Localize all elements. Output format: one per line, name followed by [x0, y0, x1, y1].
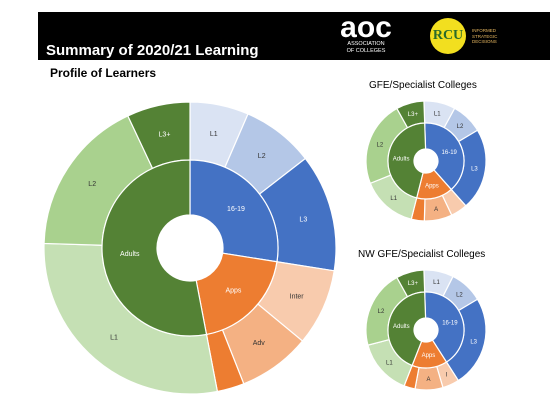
nw-inner-segment-16-19 [424, 291, 465, 363]
profile-outer-label-adv: Adv [253, 340, 266, 347]
gfe-outer-label-l3: L3+ [408, 112, 419, 118]
nw-outer-label-a: A [426, 377, 430, 383]
nw-outer-label-l2: L2 [456, 292, 463, 298]
profile-outer-label-l1: L1 [110, 334, 118, 341]
nw-outer-label-l1: L1 [433, 280, 440, 286]
profile-inner-segment-16-19 [189, 159, 279, 263]
gfe-inner-segment-adults [387, 122, 427, 199]
profile-outer-label-l2: L2 [258, 153, 266, 160]
svg-text:aoc: aoc [340, 14, 392, 40]
header-bar: Summary of 2020/21 Learning aoc ASSOCIAT… [38, 12, 550, 60]
chart-title-nw: NW GFE/Specialist Colleges [358, 249, 486, 260]
nw-inner-segment-adults [387, 291, 427, 367]
chart-title-profile: Profile of Learners [50, 66, 157, 80]
rcu-logo-mark: RCU [430, 18, 466, 54]
gfe-inner-label-apps: Apps [425, 183, 439, 189]
nw-outer-label-l1: L1 [386, 361, 393, 367]
profile-inner-segment-adults [101, 159, 208, 337]
profile-inner-label-apps: Apps [225, 288, 241, 295]
profile-inner-label-adults: Adults [120, 251, 140, 258]
gfe-outer-label-a: A [434, 207, 438, 213]
gfe-outer-label-l1: L1 [390, 196, 397, 202]
nw-inner-label-16-19: 16-19 [442, 321, 458, 327]
sunburst-nw: L1 L2 L3 I A L1 L2 L3+ 16-19 Apps Adults [365, 269, 487, 391]
profile-outer-label-l3: L3 [299, 216, 307, 223]
nw-outer-label-l3: L3 [470, 339, 477, 345]
profile-outer-label-l1: L1 [210, 131, 218, 138]
gfe-outer-label-l2: L2 [376, 143, 383, 149]
profile-outer-label-inter: Inter [290, 294, 305, 301]
chart-title-gfe: GFE/Specialist Colleges [369, 80, 477, 91]
rcu-tagline: INFORMED STRATEGIC DECISIONS [472, 28, 498, 44]
gfe-outer-label-l3: L3 [471, 167, 478, 173]
nw-outer-label-l3: L3+ [408, 281, 419, 287]
gfe-inner-label-adults: Adults [393, 156, 410, 162]
nw-inner-label-apps: Apps [422, 353, 436, 359]
nw-outer-label-i: I [445, 373, 447, 379]
profile-inner-segment-apps [195, 252, 278, 336]
rcu-logo: RCU INFORMED STRATEGIC DECISIONS [430, 18, 550, 56]
sunburst-gfe: L1 L2 L3 A L1 L2 L3+ 16-19 Apps Adults [365, 100, 487, 222]
nw-inner-label-adults: Adults [393, 324, 410, 330]
nw-outer-label-l2: L2 [378, 309, 385, 315]
sunburst-profile: L1 L2 L3 Inter Adv L1 L2 L3+ 16-19 Apps Adults [43, 101, 337, 395]
page-title: Summary of 2020/21 Learning [46, 42, 259, 59]
aoc-logo-mark: aoc [340, 14, 392, 40]
profile-inner-label-16-19: 16-19 [227, 206, 245, 213]
profile-outer-label-l3: L3+ [159, 131, 171, 138]
gfe-outer-label-l1: L1 [434, 111, 441, 117]
gfe-inner-label-16-19: 16-19 [442, 150, 458, 156]
gfe-outer-label-l2: L2 [457, 124, 464, 130]
gfe-inner-segment-16-19 [424, 122, 465, 191]
aoc-logo-subtext: ASSOCIATION OF COLLEGES [346, 41, 386, 54]
aoc-logo: aoc ASSOCIATION OF COLLEGES [326, 14, 406, 58]
profile-outer-label-l2: L2 [88, 181, 96, 188]
